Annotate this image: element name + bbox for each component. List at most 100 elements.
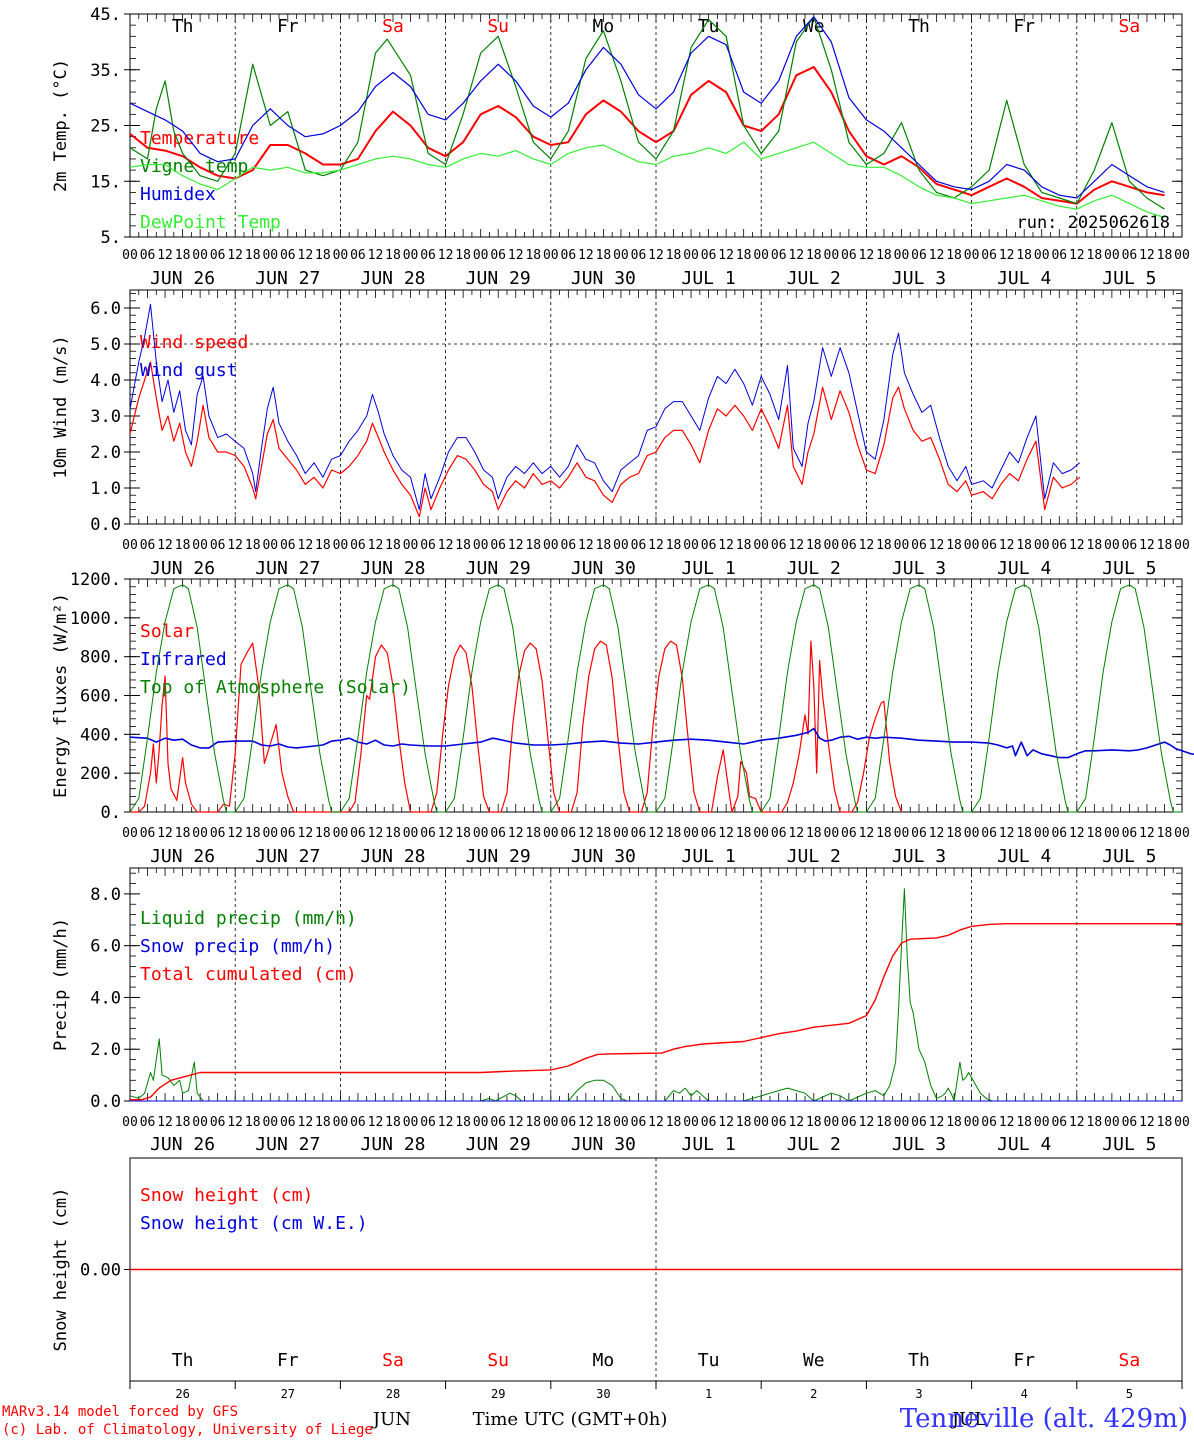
date-label: JUN 29	[466, 558, 531, 579]
hour-tick-label: 18	[1157, 826, 1173, 841]
hour-tick-label: 00	[473, 826, 489, 841]
hour-tick-label: 12	[438, 538, 454, 553]
hour-tick-label: 06	[350, 1115, 366, 1130]
day-name-label: Th	[908, 1350, 930, 1371]
series-line-solar	[130, 640, 903, 813]
hour-tick-label: 00	[1174, 826, 1190, 841]
hour-tick-label: 06	[911, 538, 927, 553]
hour-tick-label: 18	[946, 248, 962, 263]
hour-tick-label: 18	[525, 248, 541, 263]
hour-tick-label: 18	[1016, 538, 1032, 553]
hour-tick-label: 18	[736, 826, 752, 841]
hour-tick-label: 12	[368, 1115, 384, 1130]
hour-tick-label: 18	[946, 1115, 962, 1130]
day-number-label: 5	[1126, 1387, 1133, 1401]
hour-tick-label: 06	[701, 248, 717, 263]
hour-tick-label: 12	[788, 248, 804, 263]
day-name-label: Fr	[277, 16, 299, 37]
hour-tick-label: 00	[333, 826, 349, 841]
hour-tick-label: 00	[683, 248, 699, 263]
hour-tick-label: 06	[841, 826, 857, 841]
hour-tick-label: 12	[859, 826, 875, 841]
date-label: JUL 4	[997, 558, 1051, 579]
y-tick-label: 0.0	[90, 1092, 121, 1112]
hour-tick-label: 18	[806, 1115, 822, 1130]
hour-tick-label: 18	[1016, 248, 1032, 263]
hour-tick-label: 18	[596, 1115, 612, 1130]
y-tick-label: 8.0	[90, 885, 121, 905]
hour-tick-label: 06	[771, 248, 787, 263]
hour-tick-label: 12	[227, 826, 243, 841]
hour-tick-label: 18	[666, 1115, 682, 1130]
hour-tick-label: 00	[613, 538, 629, 553]
hour-tick-label: 18	[806, 538, 822, 553]
hour-tick-label: 06	[420, 826, 436, 841]
date-label: JUN 28	[360, 1134, 425, 1155]
day-number-label: 30	[596, 1387, 610, 1401]
y-axis-label: 10m Wind (m/s)	[51, 335, 71, 478]
hour-tick-label: 18	[1157, 248, 1173, 263]
hour-tick-label: 00	[753, 538, 769, 553]
hour-tick-label: 12	[1139, 1115, 1155, 1130]
day-name-label: We	[803, 1350, 825, 1371]
hour-tick-label: 12	[718, 1115, 734, 1130]
day-name-label: Th	[172, 16, 194, 37]
hour-tick-label: 06	[210, 1115, 226, 1130]
date-label: JUN 29	[466, 268, 531, 289]
legend-entry: Solar	[140, 621, 194, 642]
day-name-label: Sa	[1119, 1350, 1141, 1371]
hour-tick-label: 12	[1069, 826, 1085, 841]
legend-entry: Temperature	[140, 128, 259, 149]
hour-tick-label: 00	[403, 1115, 419, 1130]
hour-tick-label: 12	[227, 248, 243, 263]
hour-tick-label: 00	[964, 538, 980, 553]
day-name-label: Sa	[382, 1350, 404, 1371]
y-axis-label: 2m Temp. (°C)	[51, 59, 71, 192]
date-label: JUN 26	[150, 558, 215, 579]
hour-tick-label: 12	[578, 826, 594, 841]
hour-tick-label: 06	[771, 538, 787, 553]
hour-tick-label: 00	[613, 1115, 629, 1130]
hour-tick-label: 06	[631, 1115, 647, 1130]
y-tick-label: 45.	[90, 5, 121, 25]
hour-tick-label: 06	[561, 1115, 577, 1130]
hour-tick-label: 18	[1157, 538, 1173, 553]
hour-tick-label: 12	[227, 1115, 243, 1130]
hour-tick-label: 00	[964, 826, 980, 841]
date-label: JUN 27	[255, 846, 320, 867]
month-label-jul: JUL	[950, 1409, 986, 1430]
hour-tick-label: 12	[929, 826, 945, 841]
hour-tick-label: 12	[999, 826, 1015, 841]
date-label: JUN 27	[255, 268, 320, 289]
hour-tick-label: 00	[964, 1115, 980, 1130]
hour-tick-label: 12	[578, 1115, 594, 1130]
hour-tick-label: 00	[543, 1115, 559, 1130]
station-name: Tenneville (alt. 429m)	[900, 1404, 1188, 1434]
hour-tick-label: 06	[350, 538, 366, 553]
hour-tick-label: 18	[455, 1115, 471, 1130]
hour-tick-label: 12	[157, 248, 173, 263]
day-name-label: Su	[487, 1350, 509, 1371]
series-line-infrared	[129, 727, 1194, 759]
y-tick-label: 25.	[90, 117, 121, 137]
date-label: JUL 4	[997, 846, 1051, 867]
hour-tick-label: 18	[806, 826, 822, 841]
date-label: JUN 30	[571, 268, 636, 289]
hour-tick-label: 12	[718, 248, 734, 263]
date-label: JUL 3	[892, 558, 946, 579]
day-name-label: Fr	[1013, 1350, 1035, 1371]
hour-tick-label: 00	[122, 248, 138, 263]
date-label: JUL 3	[892, 1134, 946, 1155]
day-name-label: Th	[908, 16, 930, 37]
hour-tick-label: 06	[911, 826, 927, 841]
hour-tick-label: 18	[1087, 248, 1103, 263]
hour-tick-label: 18	[385, 538, 401, 553]
y-tick-label: 35.	[90, 61, 121, 81]
hour-tick-label: 18	[736, 538, 752, 553]
hour-tick-label: 12	[1139, 826, 1155, 841]
hour-tick-label: 12	[718, 826, 734, 841]
hour-tick-label: 12	[648, 248, 664, 263]
series-line-humidex	[129, 16, 1165, 199]
date-label: JUN 28	[360, 558, 425, 579]
date-label: JUN 28	[360, 268, 425, 289]
